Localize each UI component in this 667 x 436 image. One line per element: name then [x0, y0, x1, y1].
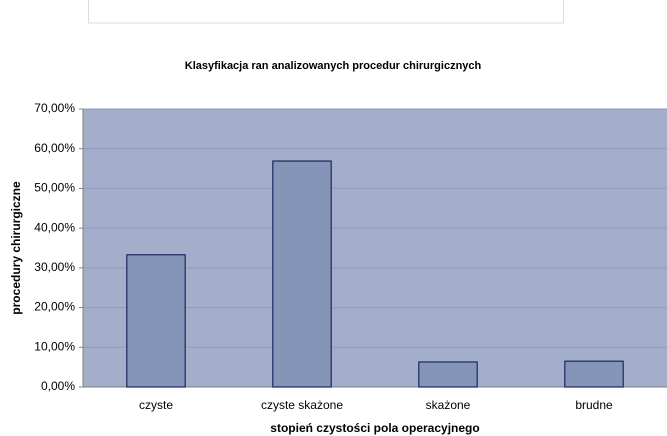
x-tick-label: brudne [575, 398, 613, 412]
y-tick-label: 70,00% [34, 101, 75, 115]
y-tick-label: 60,00% [34, 141, 75, 155]
y-tick-label: 20,00% [34, 300, 75, 314]
bar [418, 361, 478, 388]
bar [126, 254, 186, 388]
bar [564, 360, 624, 388]
x-axis-title: stopień czystości pola operacyjnego [270, 421, 479, 435]
x-tick-label: skażone [426, 398, 471, 412]
header-box [88, 0, 564, 24]
y-axis-title: procedury chirurgiczne [9, 181, 23, 315]
y-tick-label: 0,00% [41, 379, 75, 393]
y-tick-label: 40,00% [34, 220, 75, 234]
y-tick-label: 30,00% [34, 260, 75, 274]
x-tick-label: czyste [139, 398, 173, 412]
y-tick-label: 50,00% [34, 181, 75, 195]
bar [272, 160, 332, 388]
chart-title: Klasyfikacja ran analizowanych procedur … [185, 60, 482, 72]
x-tick-label: czyste skażone [261, 398, 343, 412]
y-tick-label: 10,00% [34, 339, 75, 353]
